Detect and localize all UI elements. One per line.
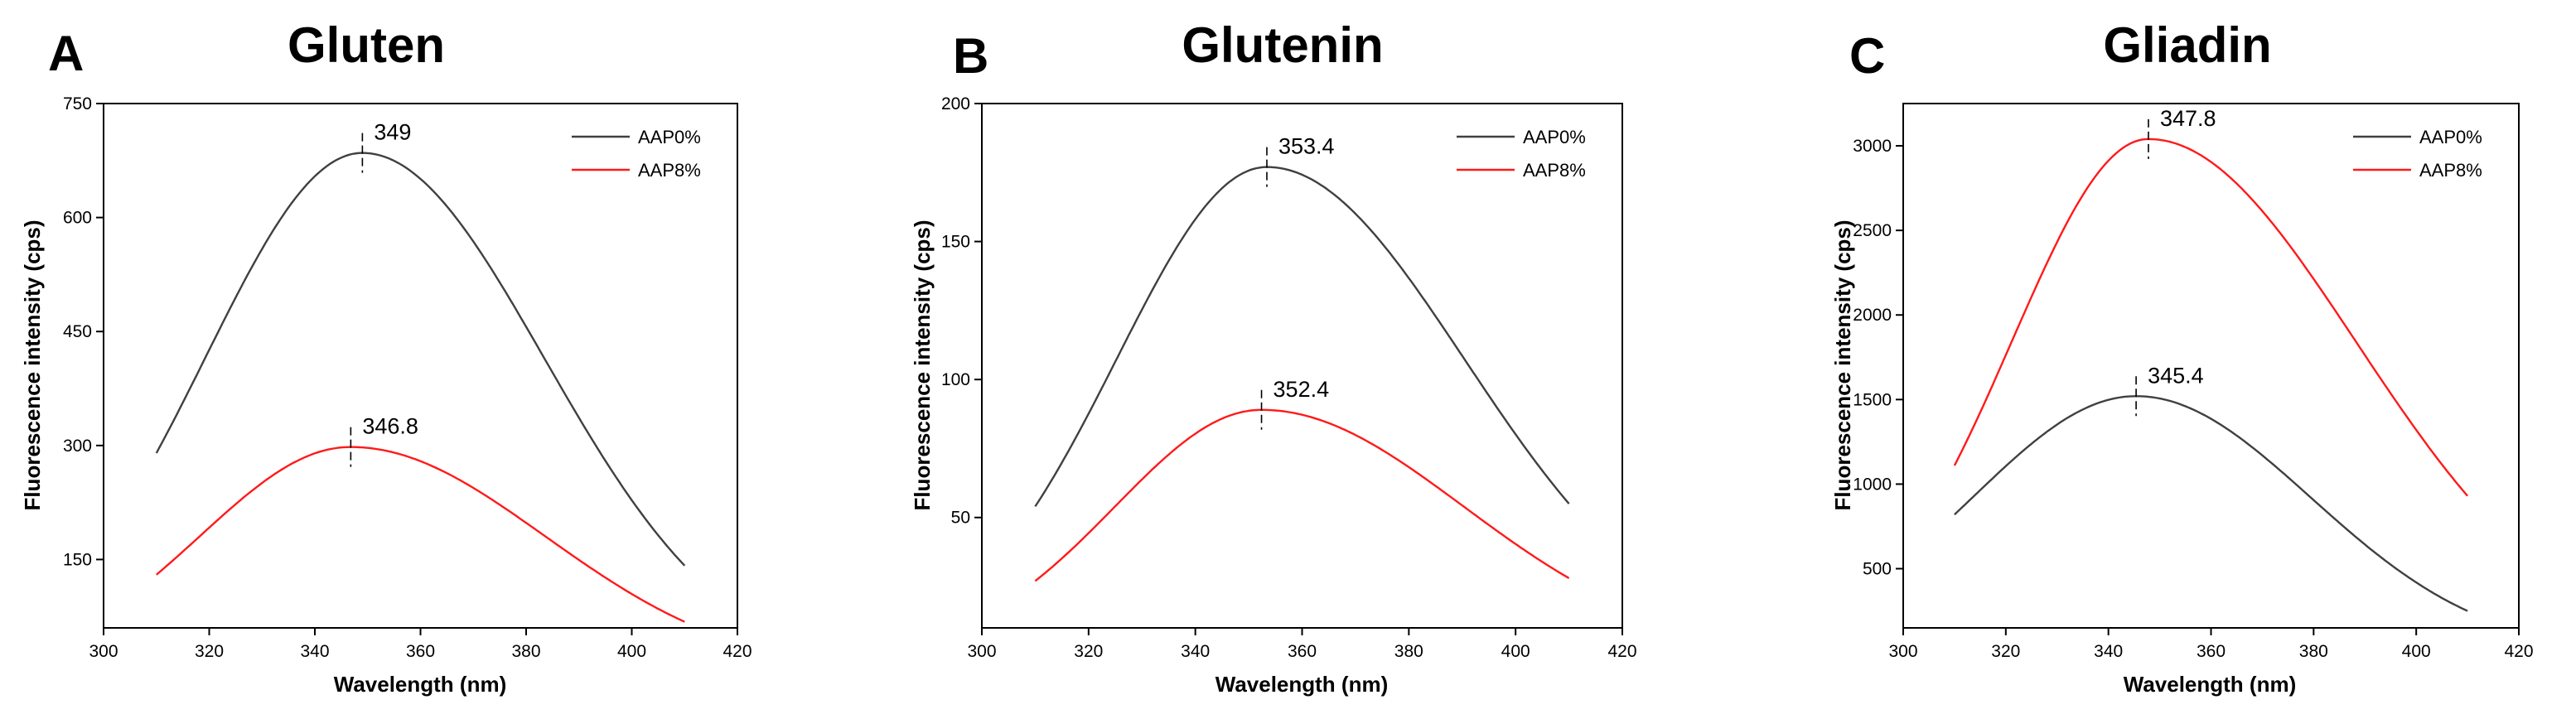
x-tick-label: 380 bbox=[511, 642, 540, 661]
y-tick-label: 2000 bbox=[1853, 306, 1892, 325]
y-tick-label: 150 bbox=[63, 550, 92, 569]
x-tick-label: 360 bbox=[406, 642, 435, 661]
y-tick-label: 500 bbox=[1863, 560, 1892, 579]
chart-title: Gluten bbox=[288, 17, 445, 73]
x-tick-label: 420 bbox=[1607, 642, 1636, 661]
x-tick-label: 420 bbox=[723, 642, 752, 661]
series-line-aap0pct bbox=[1954, 395, 2468, 612]
legend-label: AAP0% bbox=[2419, 127, 2482, 147]
series-line-aap8pct bbox=[1953, 138, 2469, 497]
plot-frame bbox=[1902, 103, 2520, 629]
x-tick-label: 420 bbox=[2504, 642, 2533, 661]
peak-label: 345.4 bbox=[2148, 363, 2204, 388]
x-tick-label: 360 bbox=[2197, 642, 2226, 661]
y-tick-label: 100 bbox=[941, 370, 970, 389]
y-tick-label: 1500 bbox=[1853, 390, 1892, 409]
legend-label: AAP0% bbox=[638, 127, 701, 147]
y-tick-label: 1000 bbox=[1853, 475, 1892, 494]
y-tick-label: 300 bbox=[63, 437, 92, 456]
x-tick-label: 360 bbox=[1288, 642, 1317, 661]
x-tick-label: 340 bbox=[1181, 642, 1210, 661]
y-tick-label: 50 bbox=[951, 509, 970, 528]
y-axis-label: Fluorescence intensity (cps) bbox=[910, 220, 935, 510]
series-line-aap0pct bbox=[155, 152, 686, 567]
x-tick-label: 320 bbox=[1074, 642, 1103, 661]
x-axis-label: Wavelength (nm) bbox=[334, 672, 506, 697]
x-tick-label: 340 bbox=[2094, 642, 2123, 661]
panel-letter: B bbox=[953, 28, 988, 84]
plot-frame bbox=[981, 103, 1623, 629]
y-axis-label: Fluorescence intensity (cps) bbox=[20, 220, 45, 510]
peak-label: 352.4 bbox=[1274, 377, 1330, 402]
chart-glutenin: B Glutenin Wavelength (nm) Fluorescence … bbox=[910, 17, 1637, 697]
y-tick-label: 200 bbox=[941, 94, 970, 113]
x-tick-label: 400 bbox=[1501, 642, 1530, 661]
x-tick-label: 380 bbox=[1394, 642, 1423, 661]
peak-label: 353.4 bbox=[1278, 134, 1335, 159]
chart-gluten: A Gluten Wavelength (nm) Fluorescence in… bbox=[20, 17, 752, 697]
legend-label: AAP0% bbox=[1523, 127, 1586, 147]
legend-label: AAP8% bbox=[2419, 160, 2482, 181]
x-tick-label: 320 bbox=[1991, 642, 2020, 661]
y-axis-label: Fluorescence intensity (cps) bbox=[1830, 220, 1855, 510]
x-tick-label: 340 bbox=[300, 642, 329, 661]
series-line-aap8pct bbox=[1034, 408, 1570, 582]
y-tick-label: 600 bbox=[63, 209, 92, 228]
y-tick-label: 150 bbox=[941, 233, 970, 252]
y-tick-label: 3000 bbox=[1853, 137, 1892, 156]
y-tick-label: 450 bbox=[63, 322, 92, 341]
chart-title: Gliadin bbox=[2103, 17, 2271, 73]
x-tick-label: 380 bbox=[2299, 642, 2328, 661]
chart-title: Glutenin bbox=[1182, 17, 1383, 73]
peak-label: 347.8 bbox=[2160, 106, 2216, 131]
x-tick-label: 300 bbox=[1888, 642, 1917, 661]
panel-letter: C bbox=[1849, 28, 1885, 84]
peak-label: 349 bbox=[374, 120, 411, 145]
x-tick-label: 320 bbox=[195, 642, 224, 661]
x-axis-label: Wavelength (nm) bbox=[2124, 672, 2296, 697]
plot-frame bbox=[103, 103, 738, 629]
x-tick-label: 400 bbox=[617, 642, 646, 661]
peak-label: 346.8 bbox=[362, 414, 418, 439]
legend-label: AAP8% bbox=[638, 160, 701, 181]
x-tick-label: 400 bbox=[2402, 642, 2431, 661]
series-line-aap0pct bbox=[1034, 166, 1570, 508]
x-tick-label: 300 bbox=[89, 642, 118, 661]
chart-gliadin: C Gliadin Wavelength (nm) Fluorescence i… bbox=[1830, 17, 2534, 697]
x-tick-label: 300 bbox=[967, 642, 996, 661]
y-tick-label: 2500 bbox=[1853, 221, 1892, 240]
panel-letter: A bbox=[48, 26, 84, 81]
y-tick-label: 750 bbox=[63, 94, 92, 113]
legend-label: AAP8% bbox=[1523, 160, 1586, 181]
series-line-aap8pct bbox=[156, 446, 685, 623]
x-axis-label: Wavelength (nm) bbox=[1216, 672, 1388, 697]
